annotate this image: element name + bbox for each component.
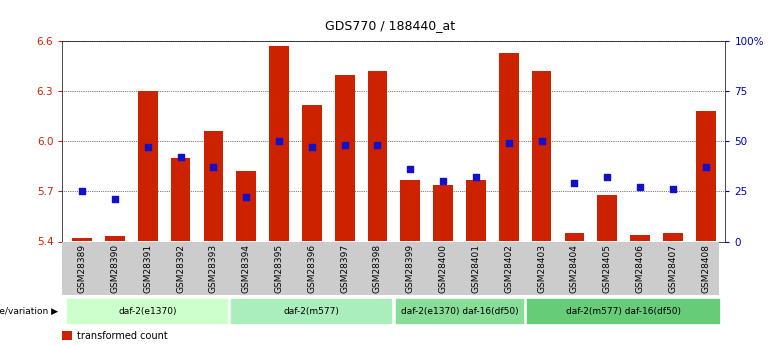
Bar [433, 185, 453, 242]
Point [240, 195, 253, 200]
Bar [204, 131, 223, 241]
Bar [395, 298, 524, 325]
Text: GSM28392: GSM28392 [176, 244, 185, 293]
Point [470, 175, 482, 180]
Point [634, 185, 647, 190]
Point [502, 141, 515, 146]
Bar [630, 235, 650, 242]
Text: GSM28408: GSM28408 [701, 244, 711, 293]
Bar [367, 71, 388, 242]
Point [371, 143, 384, 148]
Bar [565, 233, 584, 242]
Point [108, 197, 121, 202]
Text: daf-2(e1370) daf-16(df50): daf-2(e1370) daf-16(df50) [401, 307, 519, 316]
Bar [335, 75, 355, 242]
Bar [73, 238, 92, 242]
Text: GSM28395: GSM28395 [275, 244, 283, 293]
Text: daf-2(e1370): daf-2(e1370) [119, 307, 177, 316]
Point [535, 139, 548, 144]
Text: GSM28402: GSM28402 [505, 244, 513, 293]
Text: genotype/variation ▶: genotype/variation ▶ [0, 307, 58, 316]
Point [601, 175, 614, 180]
Bar [171, 158, 190, 242]
Text: GSM28401: GSM28401 [471, 244, 480, 293]
Point [141, 145, 154, 150]
Text: GSM28405: GSM28405 [603, 244, 612, 293]
Text: GSM28393: GSM28393 [209, 244, 218, 293]
Text: GSM28391: GSM28391 [144, 244, 152, 293]
Point [437, 179, 449, 184]
Bar [138, 91, 158, 242]
Bar [466, 180, 486, 242]
Point [306, 145, 318, 150]
Text: GSM28399: GSM28399 [406, 244, 415, 293]
Text: daf-2(m577): daf-2(m577) [284, 307, 340, 316]
Bar [400, 180, 420, 242]
Bar [230, 298, 393, 325]
Text: GSM28389: GSM28389 [77, 244, 87, 293]
Bar [696, 111, 715, 241]
Point [667, 187, 679, 192]
Bar [526, 298, 722, 325]
Bar [105, 237, 125, 241]
Bar [62, 331, 73, 340]
Point [700, 165, 712, 170]
Text: GSM28397: GSM28397 [340, 244, 349, 293]
Point [404, 167, 417, 172]
Text: GSM28404: GSM28404 [570, 244, 579, 293]
Text: GSM28396: GSM28396 [307, 244, 317, 293]
Point [76, 189, 88, 194]
Bar [597, 195, 617, 242]
Text: GSM28403: GSM28403 [537, 244, 546, 293]
Bar [66, 298, 229, 325]
Point [174, 155, 186, 160]
Text: daf-2(m577) daf-16(df50): daf-2(m577) daf-16(df50) [566, 307, 681, 316]
Text: GSM28406: GSM28406 [636, 244, 644, 293]
Bar [302, 105, 321, 241]
Point [339, 143, 351, 148]
Text: GSM28407: GSM28407 [668, 244, 677, 293]
Bar [499, 53, 519, 241]
Text: GSM28394: GSM28394 [242, 244, 250, 293]
Text: GSM28398: GSM28398 [373, 244, 382, 293]
Bar [663, 233, 682, 242]
Point [568, 181, 580, 186]
Text: transformed count: transformed count [77, 331, 168, 341]
Bar [532, 71, 551, 242]
Text: GSM28400: GSM28400 [438, 244, 448, 293]
Bar [236, 171, 256, 242]
Text: GSM28390: GSM28390 [111, 244, 119, 293]
Point [273, 139, 285, 144]
Point [207, 165, 220, 170]
Bar [269, 46, 289, 242]
Text: GDS770 / 188440_at: GDS770 / 188440_at [325, 19, 455, 32]
